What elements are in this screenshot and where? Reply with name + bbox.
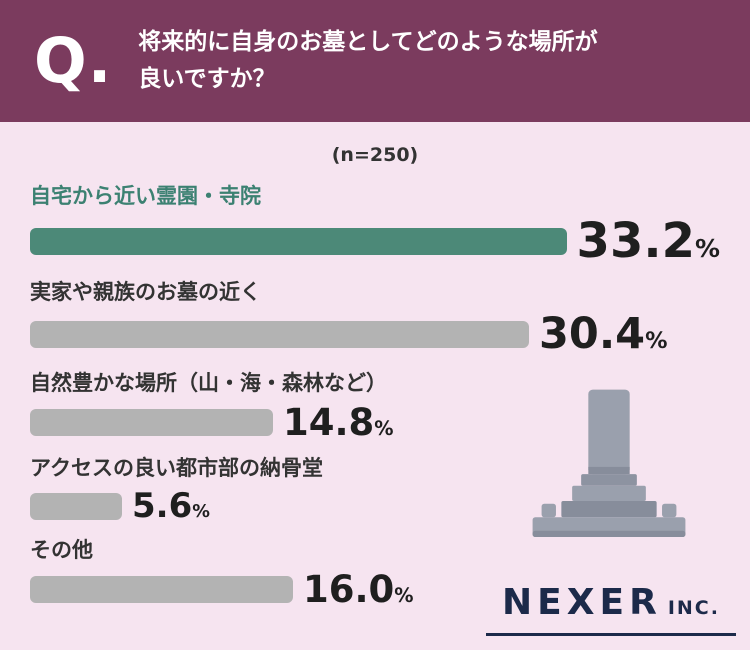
- question-header: Q. 将来的に自身のお墓としてどのような場所が 良いですか？: [0, 0, 750, 122]
- tombstone-illustration: [514, 386, 704, 550]
- category-label: 実家や親族のお墓の近く: [30, 280, 261, 304]
- category-label: アクセスの良い都市部の納骨堂: [30, 456, 323, 480]
- brand-footer: NEXER INC.: [486, 582, 736, 636]
- sample-size-label: (n=250): [331, 144, 419, 166]
- category-label: その他: [30, 538, 93, 562]
- bar: [30, 492, 122, 520]
- value-label: 14.8%: [283, 401, 394, 444]
- bar: [30, 321, 529, 348]
- chart-row: その他 16.0%: [30, 534, 720, 608]
- question-title-line2: 良いですか？: [138, 66, 276, 92]
- question-title: 将来的に自身のお墓としてどのような場所が 良いですか？: [138, 24, 597, 98]
- category-label: 自宅から近い霊園・寺院: [30, 184, 261, 208]
- tombstone-icon: [532, 389, 686, 538]
- bar: [30, 576, 293, 603]
- chart-row: 自宅から近い霊園・寺院 33.2%: [30, 180, 720, 265]
- chart-row: 実家や親族のお墓の近く 30.4%: [30, 276, 720, 356]
- q-mark: Q.: [34, 24, 113, 97]
- question-title-line1: 将来的に自身のお墓としてどのような場所が: [138, 29, 598, 56]
- value-label: 5.6%: [132, 486, 210, 526]
- category-label: 自然豊かな場所（山・海・森林など）: [30, 371, 387, 395]
- chart-row: アクセスの良い都市部の納骨堂 5.6%: [30, 452, 720, 523]
- brand-suffix: INC.: [667, 597, 720, 619]
- bar: [30, 227, 567, 255]
- value-label: 16.0%: [303, 568, 414, 611]
- bar-chart: 自宅から近い霊園・寺院 33.2% 実家や親族のお墓の近く 30.4% 自然豊か…: [0, 166, 750, 608]
- chart-row: 自然豊かな場所（山・海・森林など） 14.8%: [30, 367, 720, 441]
- brand-name: NEXER: [502, 582, 662, 623]
- value-label: 33.2%: [576, 213, 720, 269]
- value-label: 30.4%: [539, 309, 668, 359]
- bar: [30, 409, 273, 436]
